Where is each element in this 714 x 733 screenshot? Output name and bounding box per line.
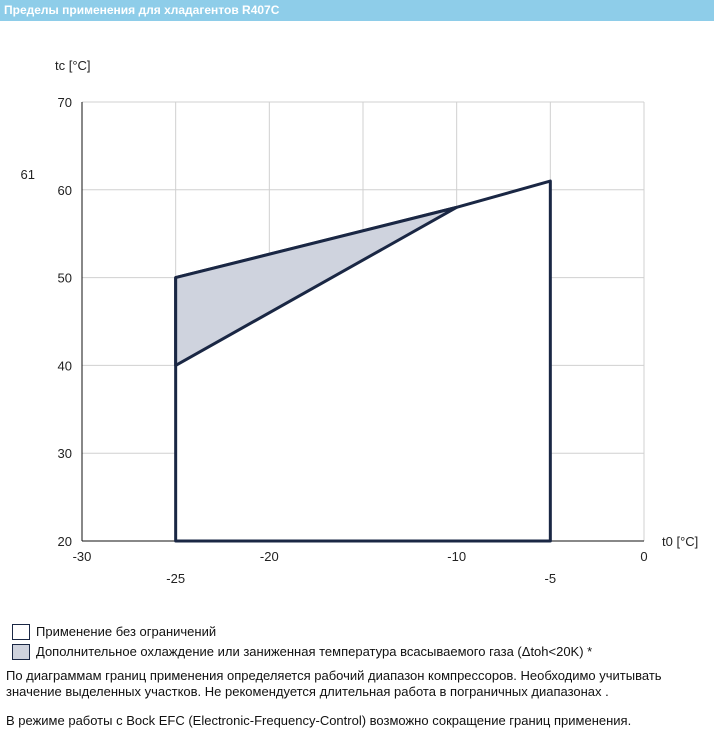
x-tick-label-secondary: -25 [166, 571, 185, 586]
note-paragraph-2: В режиме работы с Bock EFC (Electronic-F… [6, 713, 632, 728]
y-axis-title: tc [°C] [55, 58, 91, 73]
x-tick-label: -30 [73, 549, 92, 564]
x-tick-label: -20 [260, 549, 279, 564]
x-tick-label: -10 [447, 549, 466, 564]
legend-label-unrestricted: Применение без ограничений [36, 624, 217, 639]
x-tick-label: 0 [640, 549, 647, 564]
y-tick-label: 30 [58, 446, 72, 461]
page-title: Пределы применения для хладагентов R407C [4, 3, 280, 17]
y-tick-label: 40 [58, 358, 72, 373]
note-paragraph-1: По диаграммам границ применения определя… [6, 668, 662, 699]
x-axis-title: t0 [°C] [662, 534, 698, 549]
y-tick-label: 50 [58, 271, 72, 286]
legend-label-additional-cooling: Дополнительное охлаждение или заниженная… [36, 644, 593, 659]
y-tick-label: 60 [58, 183, 72, 198]
x-tick-label-secondary: -5 [545, 571, 557, 586]
y-tick-label: 70 [58, 95, 72, 110]
legend-swatch-white [12, 624, 30, 640]
application-limits-chart: 20 30 40 50 60 70 61 -30 -20 -10 0 -25 -5 tc [°C] t0 [… [21, 58, 699, 586]
legend-swatch-grey [12, 644, 30, 660]
series-region-2 [174, 205, 459, 367]
y-extra-label: 61 [21, 167, 35, 182]
title-bar: Пределы применения для хладагентов R407C [0, 0, 714, 21]
y-tick-label: 20 [58, 534, 72, 549]
